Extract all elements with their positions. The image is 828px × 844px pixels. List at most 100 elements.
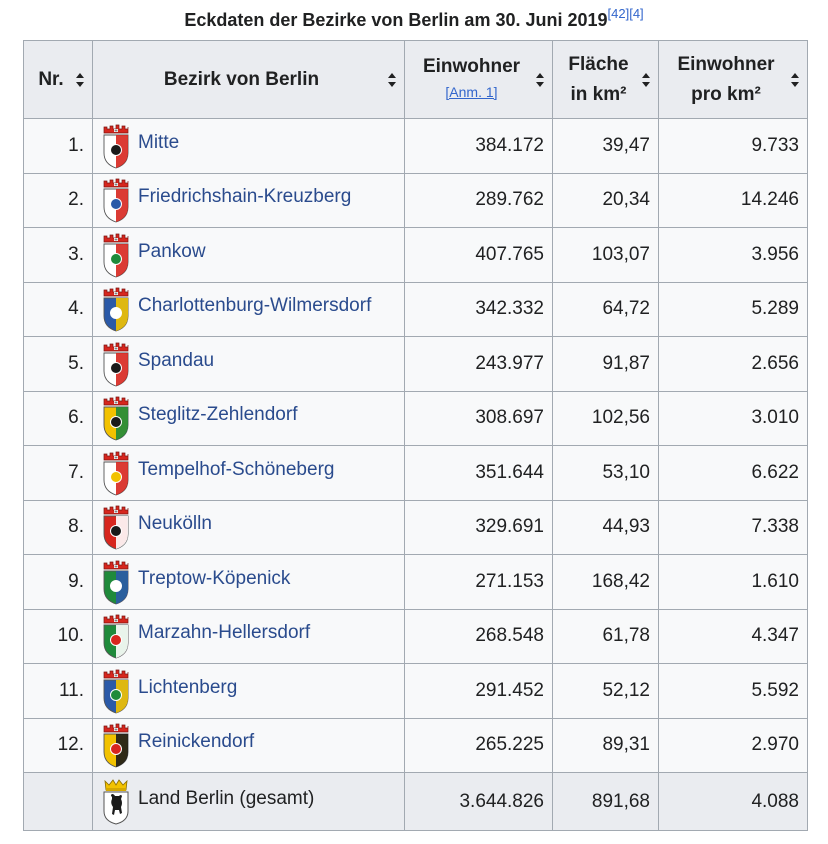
row-dichte-cell: 2.970 [658, 717, 808, 773]
header-dichte-line1: Einwohner [677, 53, 775, 75]
header-label: Einwohner pro km² [677, 50, 788, 110]
sort-icon[interactable] [75, 72, 85, 88]
total-einwohner-cell: 3.644.826 [404, 772, 553, 831]
row-einwohner-cell: 271.153 [404, 554, 553, 610]
district-link[interactable]: Treptow-Köpenick [138, 567, 291, 589]
row-nr-cell: 9. [23, 554, 93, 610]
row-einwohner-cell: 268.548 [404, 608, 553, 664]
district-link[interactable]: Lichtenberg [138, 676, 238, 698]
column-header-dichte[interactable]: Einwohner pro km² [658, 40, 808, 119]
row-einwohner-cell: 265.225 [404, 717, 553, 773]
ref-link-42[interactable]: [42] [607, 6, 630, 21]
row-einwohner-cell: 384.172 [404, 118, 553, 174]
sort-icon[interactable] [790, 72, 800, 88]
ref-link-4[interactable]: [4] [629, 6, 644, 21]
row-flaeche-cell: 168,42 [552, 554, 659, 610]
row-nr-cell: 8. [23, 499, 93, 555]
table-caption: Eckdaten der Bezirke von Berlin am 30. J… [0, 6, 828, 32]
row-bezirk-cell: Treptow-Köpenick [92, 554, 405, 610]
table-row: 9. Treptow-Köpenick 271.153 168,42 1.610 [23, 554, 808, 610]
table-row: 12. Reinickendorf 265.225 89,31 2.970 [23, 717, 808, 773]
row-bezirk-cell: Tempelhof-Schöneberg [92, 445, 405, 501]
table-row: 8. Neukölln 329.691 44,93 7.338 [23, 499, 808, 555]
sort-icon[interactable] [387, 72, 397, 88]
district-link[interactable]: Steglitz-Zehlendorf [138, 404, 298, 426]
row-nr-cell: 12. [23, 717, 93, 773]
row-flaeche-cell: 61,78 [552, 608, 659, 664]
header-label: Einwohner [Anm. 1] [423, 52, 534, 102]
row-nr-cell: 2. [23, 172, 93, 228]
row-dichte-cell: 3.956 [658, 227, 808, 283]
table-row: 6. Steglitz-Zehlendorf 308.697 102,56 3.010 [23, 390, 808, 446]
row-bezirk-cell: Reinickendorf [92, 717, 405, 773]
row-dichte-cell: 1.610 [658, 554, 808, 610]
row-dichte-cell: 2.656 [658, 336, 808, 392]
district-link[interactable]: Pankow [138, 240, 206, 262]
row-flaeche-cell: 44,93 [552, 499, 659, 555]
steglitz-zehlendorf-coat-of-arms-icon [103, 396, 129, 441]
district-link[interactable]: Tempelhof-Schöneberg [138, 458, 335, 480]
row-bezirk-cell: Friedrichshain-Kreuzberg [92, 172, 405, 228]
table-row: 1. Mitte 384.172 39,47 9.733 [23, 118, 808, 174]
row-bezirk-cell: Steglitz-Zehlendorf [92, 390, 405, 446]
row-einwohner-cell: 407.765 [404, 227, 553, 283]
row-dichte-cell: 14.246 [658, 172, 808, 228]
table-row: 4. Charlottenburg-Wilmersdorf 342.332 64,72… [23, 281, 808, 337]
row-dichte-cell: 9.733 [658, 118, 808, 174]
row-bezirk-cell: Mitte [92, 118, 405, 174]
column-header-bezirk[interactable]: Bezirk von Berlin [92, 40, 405, 119]
treptow-koepenick-coat-of-arms-icon [103, 560, 129, 605]
row-nr-cell: 5. [23, 336, 93, 392]
total-row: Land Berlin (gesamt) 3.644.826 891,68 4.… [23, 772, 808, 831]
row-dichte-cell: 5.289 [658, 281, 808, 337]
district-link[interactable]: Friedrichshain-Kreuzberg [138, 186, 352, 208]
mitte-coat-of-arms-icon [103, 124, 129, 169]
row-nr-cell: 11. [23, 663, 93, 719]
note-link-anm1[interactable]: [Anm. 1] [445, 84, 498, 100]
table-row: 7. Tempelhof-Schöneberg 351.644 53,10 6.622 [23, 445, 808, 501]
row-einwohner-cell: 351.644 [404, 445, 553, 501]
total-name: Land Berlin (gesamt) [138, 787, 315, 809]
total-name-cell: Land Berlin (gesamt) [92, 772, 405, 831]
neukoelln-coat-of-arms-icon [103, 505, 129, 550]
district-link[interactable]: Charlottenburg-Wilmersdorf [138, 295, 372, 317]
district-link[interactable]: Spandau [138, 349, 215, 371]
row-dichte-cell: 6.622 [658, 445, 808, 501]
sort-icon[interactable] [535, 72, 545, 88]
column-header-nr[interactable]: Nr. [23, 40, 93, 119]
row-einwohner-cell: 329.691 [404, 499, 553, 555]
row-dichte-cell: 4.347 [658, 608, 808, 664]
table-row: 5. Spandau 243.977 91,87 2.656 [23, 336, 808, 392]
district-link[interactable]: Reinickendorf [138, 731, 255, 753]
table-row: 10. Marzahn-Hellersdorf 268.548 61,78 4.347 [23, 608, 808, 664]
row-bezirk-cell: Pankow [92, 227, 405, 283]
header-label: Nr. [38, 68, 64, 90]
row-einwohner-cell: 308.697 [404, 390, 553, 446]
pankow-coat-of-arms-icon [103, 233, 129, 278]
districts-table: Nr. Bezirk von Berlin Einwohner [Anm. 1] … [23, 40, 808, 831]
caption-title: Eckdaten der Bezirke von Berlin am 30. J… [184, 10, 608, 30]
row-dichte-cell: 3.010 [658, 390, 808, 446]
spandau-coat-of-arms-icon [103, 342, 129, 387]
table-body: 1. Mitte 384.172 39,47 9.733 2. Friedrichshain… [23, 118, 808, 831]
friedrichshain-kreuzberg-coat-of-arms-icon [103, 178, 129, 223]
row-flaeche-cell: 52,12 [552, 663, 659, 719]
row-einwohner-cell: 342.332 [404, 281, 553, 337]
row-einwohner-cell: 243.977 [404, 336, 553, 392]
row-dichte-cell: 7.338 [658, 499, 808, 555]
sort-icon[interactable] [641, 72, 651, 88]
column-header-einwohner[interactable]: Einwohner [Anm. 1] [404, 40, 553, 119]
district-link[interactable]: Neukölln [138, 513, 212, 535]
table-row: 3. Pankow 407.765 103,07 3.956 [23, 227, 808, 283]
row-flaeche-cell: 89,31 [552, 717, 659, 773]
row-nr-cell: 6. [23, 390, 93, 446]
district-link[interactable]: Marzahn-Hellersdorf [138, 622, 311, 644]
row-bezirk-cell: Neukölln [92, 499, 405, 555]
row-dichte-cell: 5.592 [658, 663, 808, 719]
header-row: Nr. Bezirk von Berlin Einwohner [Anm. 1] … [23, 40, 808, 119]
header-flaeche-line2: in km² [570, 83, 627, 105]
column-header-flaeche[interactable]: Fläche in km² [552, 40, 659, 119]
lichtenberg-coat-of-arms-icon [103, 669, 129, 714]
district-link[interactable]: Mitte [138, 131, 180, 153]
